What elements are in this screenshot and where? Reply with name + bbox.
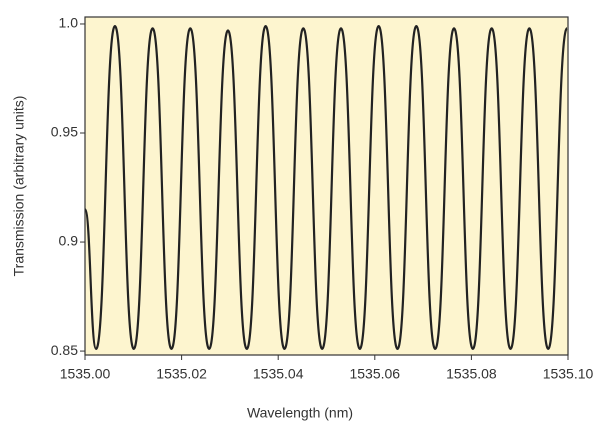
y-tick-label: 0.85	[51, 342, 78, 358]
x-tick-label: 1535.04	[253, 366, 304, 382]
data-line	[83, 25, 569, 350]
y-tick-label: 0.9	[59, 233, 79, 249]
x-tick-label: 1535.00	[60, 366, 111, 382]
x-tick-label: 1535.08	[446, 366, 497, 382]
x-tick-label: 1535.02	[156, 366, 207, 382]
x-tick-label: 1535.10	[543, 366, 594, 382]
y-tick-label: 1.0	[59, 15, 79, 31]
x-tick-label: 1535.06	[349, 366, 400, 382]
y-tick-label: 0.95	[51, 124, 78, 140]
x-axis-label: Wavelength (nm)	[247, 405, 353, 421]
y-axis-label: Transmission (arbitrary units)	[11, 96, 27, 277]
